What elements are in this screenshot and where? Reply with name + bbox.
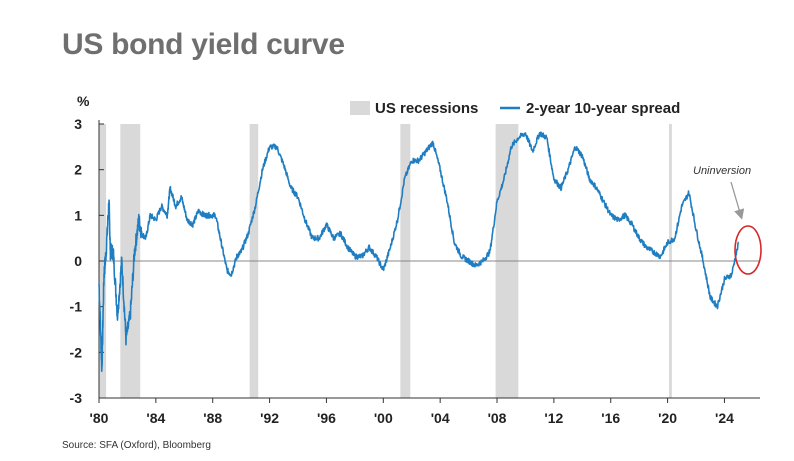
y-tick-label: -2 xyxy=(70,344,83,360)
y-tick-label: -3 xyxy=(70,390,83,406)
x-tick-label: '92 xyxy=(260,410,279,426)
x-tick-label: '00 xyxy=(374,410,393,426)
x-tick-label: '20 xyxy=(658,410,677,426)
annotation-arrow xyxy=(730,181,745,220)
axes: 3 2 1 0 -1 -2 -3% '80 '84 '88 '92 '96 '00 '04 '08 '12 '1… xyxy=(70,93,760,426)
annotation-text: Uninversion xyxy=(693,165,751,177)
x-tick-label: '24 xyxy=(715,410,734,426)
y-tick-label: 0 xyxy=(74,253,82,269)
x-tick-label: '12 xyxy=(544,410,563,426)
legend-swatch-recessions xyxy=(350,101,370,115)
y-tick-label: -1 xyxy=(70,299,83,315)
x-tick-label: '08 xyxy=(488,410,507,426)
annotation-circle xyxy=(734,225,762,275)
x-tick-label: '84 xyxy=(146,410,165,426)
legend: US recessions 2-year 10-year spread xyxy=(350,100,680,117)
legend-label-spread: 2-year 10-year spread xyxy=(526,100,680,117)
y-axis-unit: % xyxy=(77,93,90,109)
x-tick-label: '16 xyxy=(601,410,620,426)
x-tick-label: '80 xyxy=(90,410,109,426)
series-line-spread xyxy=(98,131,740,372)
y-tick-label: 1 xyxy=(74,207,82,223)
y-tick-label: 2 xyxy=(74,162,82,178)
x-tick-label: '96 xyxy=(317,410,336,426)
annotations: Uninversion xyxy=(693,165,762,275)
legend-label-recessions: US recessions xyxy=(375,100,478,117)
y-tick-label: 3 xyxy=(74,116,82,132)
x-tick-label: '04 xyxy=(431,410,450,426)
series-lines xyxy=(98,131,740,372)
x-tick-label: '88 xyxy=(203,410,222,426)
chart-title: US bond yield curve xyxy=(62,28,345,61)
source-note: Source: SFA (Oxford), Bloomberg xyxy=(62,440,211,451)
